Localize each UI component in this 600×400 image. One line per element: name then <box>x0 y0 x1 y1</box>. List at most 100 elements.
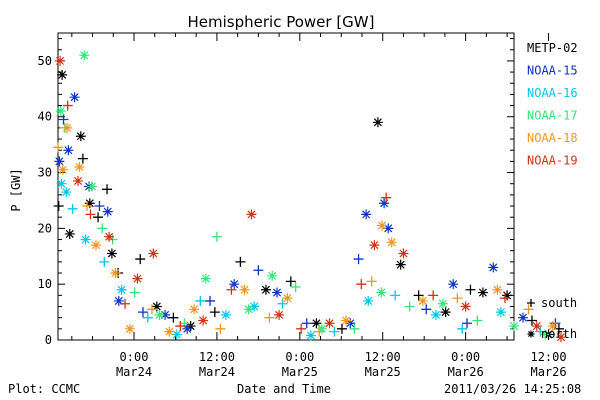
legend-label-north: north <box>541 327 577 341</box>
data-point-noaa-16-0 <box>56 178 67 189</box>
data-point-noaa-17-19 <box>472 315 483 326</box>
data-point-noaa-19-2 <box>73 175 84 186</box>
x-tick-label-time-5: 12:00 <box>530 350 566 364</box>
y-tick-label-0: 0 <box>45 333 52 347</box>
data-point-noaa-16-1 <box>61 187 72 198</box>
data-point-noaa-19-11 <box>246 209 257 220</box>
data-point-noaa-19-12 <box>274 309 285 320</box>
data-point-noaa-18-12 <box>239 284 250 295</box>
x-tick-label-date-5: Mar26 <box>530 365 566 379</box>
x-tick-label-time-4: 0:00 <box>451 350 480 364</box>
data-point-noaa-15-19 <box>379 198 390 209</box>
data-point-noaa-16-3 <box>80 234 91 245</box>
data-point-noaa-15-23 <box>462 318 473 329</box>
y-axis-label: P [GW] <box>9 168 23 211</box>
data-point-noaa-18-19 <box>386 237 397 248</box>
data-point-metp-02-6 <box>93 212 104 223</box>
data-point-noaa-15-22 <box>448 279 459 290</box>
data-point-metp-02-4 <box>77 153 88 164</box>
data-point-noaa-19-14 <box>324 318 335 329</box>
data-point-noaa-17-0 <box>55 106 66 117</box>
data-point-metp-02-12 <box>168 312 179 323</box>
data-point-noaa-17-15 <box>349 323 360 334</box>
data-point-metp-02-23 <box>440 307 451 318</box>
data-point-noaa-15-13 <box>253 265 264 276</box>
footer-source: Plot: CCMC <box>8 382 81 396</box>
data-point-metp-02-7 <box>102 184 113 195</box>
data-point-metp-02-16 <box>260 284 271 295</box>
data-point-noaa-16-14 <box>363 295 374 306</box>
data-point-metp-02-17 <box>285 276 296 287</box>
data-point-noaa-15-24 <box>488 262 499 273</box>
data-point-noaa-19-22 <box>531 321 542 332</box>
data-point-noaa-18-14 <box>282 293 293 304</box>
data-point-noaa-17-9 <box>200 273 211 284</box>
data-point-noaa-19-10 <box>226 284 237 295</box>
data-point-noaa-15-6 <box>102 206 113 217</box>
data-point-metp-02-2 <box>64 228 75 239</box>
data-point-noaa-19-13 <box>296 323 307 334</box>
x-tick-label-time-0: 0:00 <box>120 350 149 364</box>
x-tick-label-date-0: Mar24 <box>116 365 152 379</box>
data-point-noaa-17-17 <box>404 301 415 312</box>
data-point-noaa-19-17 <box>381 192 392 203</box>
data-point-noaa-15-21 <box>421 304 432 315</box>
data-point-noaa-17-16 <box>376 287 387 298</box>
data-point-noaa-17-18 <box>437 298 448 309</box>
data-point-noaa-16-18 <box>495 307 506 318</box>
data-point-metp-02-24 <box>465 284 476 295</box>
y-tick-label-10: 10 <box>38 277 52 291</box>
legend-label-south: south <box>541 296 577 310</box>
data-point-noaa-17-6 <box>129 287 140 298</box>
y-tick-label-50: 50 <box>38 54 52 68</box>
data-point-noaa-15-7 <box>113 295 124 306</box>
footer-timestamp: 2011/03/26 14:25:08 <box>444 382 582 396</box>
data-point-noaa-18-22 <box>492 284 503 295</box>
x-tick-label-time-3: 12:00 <box>365 350 401 364</box>
data-point-noaa-15-14 <box>272 287 283 298</box>
data-point-metp-02-11 <box>151 301 162 312</box>
data-point-noaa-15-3 <box>69 92 80 103</box>
data-point-noaa-17-3 <box>86 181 97 192</box>
data-point-noaa-15-2 <box>63 145 74 156</box>
data-point-noaa-16-2 <box>67 203 78 214</box>
data-point-noaa-15-1 <box>58 114 69 125</box>
data-point-noaa-18-16 <box>341 315 352 326</box>
plot-frame <box>57 32 515 341</box>
axes-layer: 010203040500:00Mar2412:00Mar240:00Mar251… <box>38 33 567 379</box>
data-point-metp-02-14 <box>209 307 220 318</box>
data-point-noaa-18-17 <box>366 276 377 287</box>
data-point-noaa-16-5 <box>116 284 127 295</box>
legend: METP-02 NOAA-15 NOAA-16 NOAA-17 NOAA-18 NOAA-… <box>527 41 578 341</box>
data-point-noaa-19-8 <box>175 321 186 332</box>
data-point-noaa-19-0 <box>55 55 66 66</box>
data-point-noaa-18-15 <box>314 326 325 337</box>
data-point-noaa-15-25 <box>517 312 528 323</box>
legend-item-noaa-16: NOAA-16 <box>527 86 578 100</box>
data-point-metp-02-10 <box>135 254 146 265</box>
x-tick-label-time-2: 0:00 <box>285 350 314 364</box>
chart-title: Hemispheric Power [GW] <box>188 13 375 31</box>
data-point-noaa-17-21 <box>540 329 551 340</box>
data-point-noaa-17-11 <box>243 304 254 315</box>
x-tick-label-time-1: 12:00 <box>199 350 235 364</box>
data-point-noaa-17-10 <box>211 231 222 242</box>
data-point-noaa-15-18 <box>361 209 372 220</box>
points-layer <box>53 50 566 343</box>
data-point-metp-02-18 <box>311 318 322 329</box>
data-point-metp-02-26 <box>502 290 513 301</box>
data-point-noaa-18-3 <box>74 161 85 172</box>
data-point-noaa-19-20 <box>460 301 471 312</box>
data-point-noaa-18-5 <box>91 240 101 251</box>
x-tick-label-date-1: Mar24 <box>199 365 235 379</box>
legend-item-metp-02: METP-02 <box>527 41 578 55</box>
data-point-noaa-17-13 <box>290 281 301 292</box>
data-point-noaa-19-9 <box>198 315 209 326</box>
data-point-noaa-19-21 <box>500 293 511 304</box>
data-point-noaa-18-7 <box>124 323 135 334</box>
x-tick-label-date-3: Mar25 <box>365 365 401 379</box>
data-point-noaa-16-4 <box>99 256 110 267</box>
data-point-noaa-16-16 <box>430 309 441 320</box>
data-point-noaa-15-10 <box>182 323 193 334</box>
